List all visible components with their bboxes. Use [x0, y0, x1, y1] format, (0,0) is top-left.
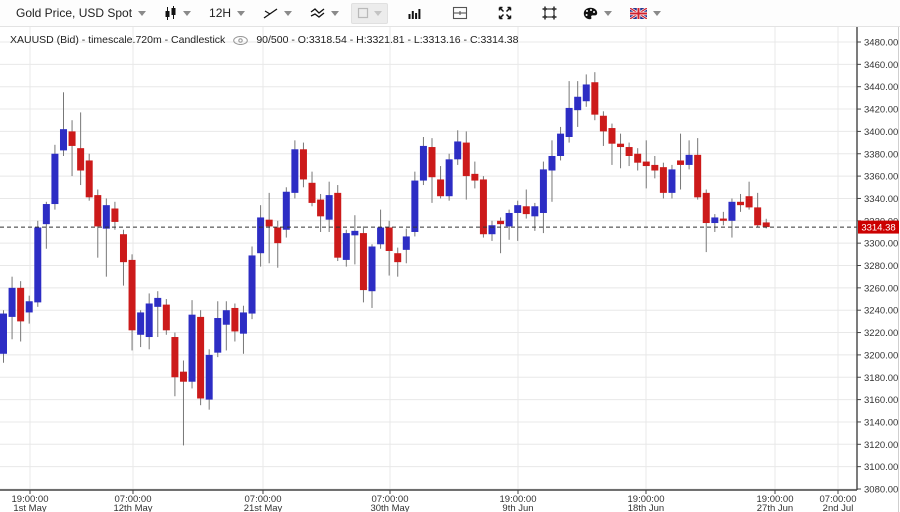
svg-text:3080.00: 3080.00: [864, 485, 898, 496]
svg-text:3280.00: 3280.00: [864, 261, 898, 272]
frame-capture-button[interactable]: [536, 3, 563, 24]
frame-capture-icon: [542, 6, 557, 20]
svg-text:18th Jun: 18th Jun: [628, 503, 664, 512]
toolbar: Gold Price, USD Spot 12H: [0, 0, 900, 27]
candlestick-chart[interactable]: 3480.00 3460.00 3440.00 3420.00 3400.00 3380.…: [0, 27, 900, 512]
chevron-down-icon: [374, 10, 383, 16]
svg-text:3314.38: 3314.38: [861, 223, 895, 234]
svg-text:9th Jun: 9th Jun: [502, 503, 533, 512]
chevron-down-icon: [237, 10, 246, 16]
current-price-badge: 3314.38: [858, 220, 899, 234]
chart-style-selector[interactable]: [158, 3, 197, 24]
svg-text:07:00:00: 07:00:00: [820, 494, 857, 505]
grid-layout-button[interactable]: [446, 3, 474, 24]
symbol-label: Gold Price, USD Spot: [16, 6, 133, 20]
svg-text:3300.00: 3300.00: [864, 239, 898, 250]
svg-text:07:00:00: 07:00:00: [245, 494, 282, 505]
svg-text:3240.00: 3240.00: [864, 306, 898, 317]
legend-series-title: XAUUSD (Bid) - timescale.720m - Candlest…: [10, 34, 226, 46]
svg-text:19:00:00: 19:00:00: [500, 494, 537, 505]
svg-text:3200.00: 3200.00: [864, 350, 898, 361]
svg-text:3440.00: 3440.00: [864, 82, 898, 93]
indicators-icon: [310, 7, 325, 19]
indicators-button[interactable]: [304, 3, 345, 24]
chevron-down-icon: [331, 10, 340, 16]
bar-chart-icon: [408, 7, 422, 19]
legend-ohlc-readout: 90/500 - O:3318.54 - H:3321.81 - L:3313.…: [256, 34, 519, 46]
svg-text:3380.00: 3380.00: [864, 149, 898, 160]
svg-text:3460.00: 3460.00: [864, 60, 898, 71]
eye-visibility-icon[interactable]: [233, 35, 249, 45]
svg-text:2nd Jul: 2nd Jul: [823, 503, 854, 512]
chart-legend: XAUUSD (Bid) - timescale.720m - Candlest…: [10, 34, 518, 46]
svg-text:12th May: 12th May: [113, 503, 152, 512]
svg-text:3220.00: 3220.00: [864, 328, 898, 339]
candlestick-style-icon: [164, 5, 177, 21]
svg-text:07:00:00: 07:00:00: [115, 494, 152, 505]
fullscreen-button[interactable]: [492, 3, 518, 24]
svg-text:30th May: 30th May: [370, 503, 409, 512]
svg-text:3360.00: 3360.00: [864, 172, 898, 183]
svg-text:3480.00: 3480.00: [864, 38, 898, 49]
chevron-down-icon: [653, 10, 662, 16]
uk-flag-icon: [630, 7, 648, 19]
svg-text:19:00:00: 19:00:00: [757, 494, 794, 505]
svg-text:3140.00: 3140.00: [864, 417, 898, 428]
svg-text:19:00:00: 19:00:00: [628, 494, 665, 505]
chevron-down-icon: [284, 10, 293, 16]
trendline-tool-icon: [263, 7, 278, 20]
svg-text:3420.00: 3420.00: [864, 105, 898, 116]
timeframe-selector[interactable]: 12H: [203, 3, 251, 24]
svg-text:21st May: 21st May: [244, 503, 283, 512]
shape-tool-button-disabled: [351, 2, 389, 24]
svg-text:19:00:00: 19:00:00: [12, 494, 49, 505]
chevron-down-icon: [138, 10, 147, 16]
svg-text:3100.00: 3100.00: [864, 462, 898, 473]
fullscreen-icon: [498, 6, 512, 20]
trendline-tool-button[interactable]: [257, 3, 298, 24]
palette-icon: [583, 7, 598, 20]
language-selector[interactable]: [624, 3, 667, 24]
chevron-down-icon: [183, 10, 192, 16]
theme-selector[interactable]: [577, 3, 618, 24]
timeframe-label: 12H: [209, 6, 232, 20]
svg-text:3180.00: 3180.00: [864, 373, 898, 384]
svg-text:3160.00: 3160.00: [864, 395, 898, 406]
svg-text:3260.00: 3260.00: [864, 283, 898, 294]
svg-text:1st May: 1st May: [13, 503, 47, 512]
svg-text:3400.00: 3400.00: [864, 127, 898, 138]
chart-area[interactable]: 3480.00 3460.00 3440.00 3420.00 3400.00 3380.…: [0, 27, 900, 512]
svg-text:27th Jun: 27th Jun: [757, 503, 793, 512]
grid-layout-icon: [452, 6, 468, 20]
svg-text:07:00:00: 07:00:00: [372, 494, 409, 505]
svg-text:3120.00: 3120.00: [864, 440, 898, 451]
shape-outline-icon: [357, 7, 369, 19]
symbol-selector[interactable]: Gold Price, USD Spot: [10, 3, 152, 24]
svg-text:3340.00: 3340.00: [864, 194, 898, 205]
chevron-down-icon: [604, 10, 613, 16]
volume-toggle-button[interactable]: [402, 3, 428, 24]
